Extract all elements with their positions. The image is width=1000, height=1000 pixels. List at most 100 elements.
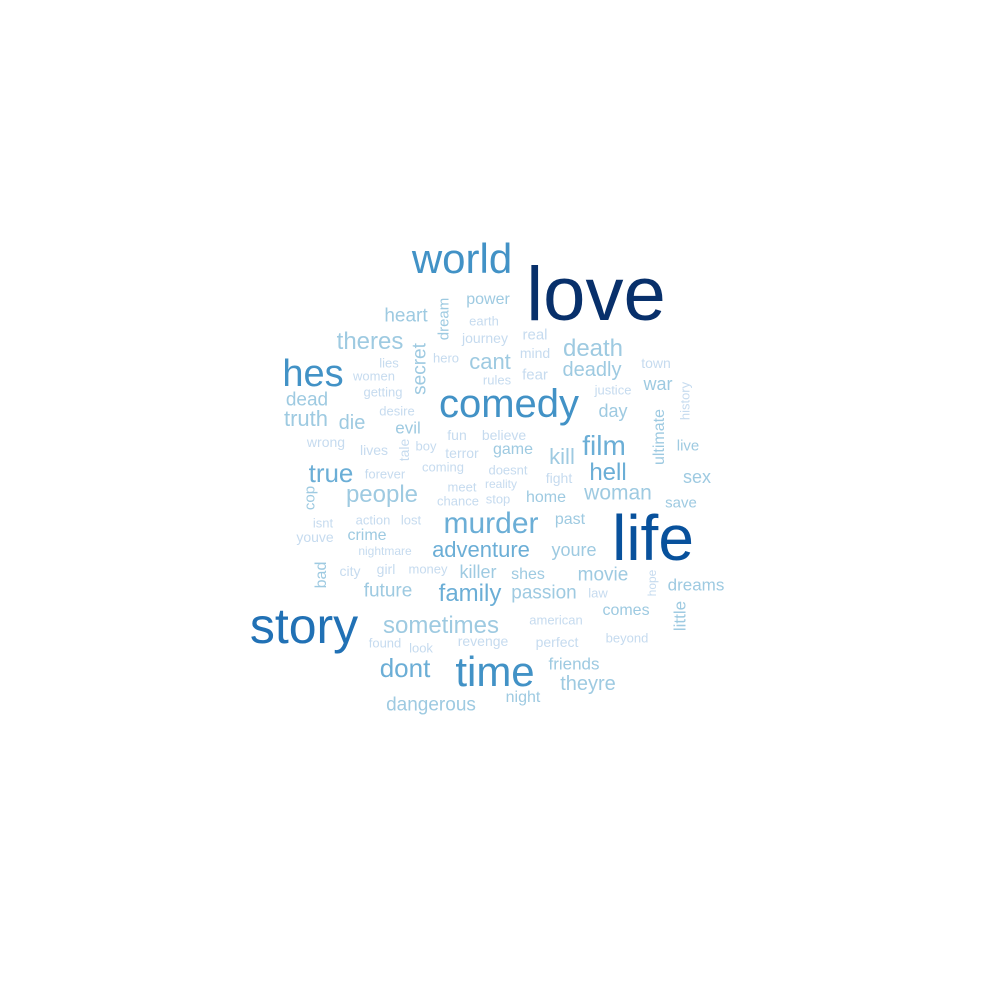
word-ultimate: ultimate — [651, 408, 668, 466]
word-chance: chance — [437, 493, 479, 509]
word-film: film — [582, 430, 626, 461]
word-save: save — [665, 494, 697, 512]
word-desire: desire — [379, 403, 415, 419]
word-love: love — [526, 252, 666, 337]
word-hes: hes — [282, 353, 344, 395]
word-terror: terror — [445, 445, 479, 461]
word-life: life — [612, 502, 694, 574]
word-family: family — [438, 580, 502, 607]
word-dont: dont — [379, 653, 431, 683]
word-forever: forever — [364, 466, 406, 482]
word-found: found — [368, 635, 402, 651]
word-coming: coming — [422, 459, 464, 475]
word-hell: hell — [589, 459, 627, 486]
word-deadly: deadly — [562, 359, 622, 381]
word-journey: journey — [462, 330, 508, 346]
word-power: power — [466, 291, 510, 308]
word-nightmare: nightmare — [358, 544, 412, 558]
word-dead: dead — [285, 389, 329, 411]
word-sex: sex — [682, 467, 712, 487]
word-lives: lives — [359, 442, 389, 458]
word-war: war — [643, 374, 673, 394]
word-live: live — [676, 437, 700, 455]
word-stop: stop — [485, 491, 511, 507]
word-dangerous: dangerous — [386, 694, 476, 716]
word-perfect: perfect — [535, 634, 579, 650]
word-lies: lies — [379, 355, 399, 371]
word-killer: killer — [459, 562, 497, 582]
word-tale: tale — [396, 438, 412, 462]
word-youre: youre — [551, 540, 597, 560]
word-crime: crime — [347, 527, 387, 544]
word-meet: meet — [447, 479, 477, 495]
word-beyond: beyond — [605, 630, 649, 646]
word-evil: evil — [395, 418, 421, 438]
word-women: women — [353, 368, 395, 384]
word-youve: youve — [296, 529, 334, 545]
word-sometimes: sometimes — [382, 612, 500, 639]
word-earth: earth — [469, 313, 499, 329]
word-town: town — [641, 355, 671, 371]
word-comedy: comedy — [438, 382, 580, 426]
word-theyre: theyre — [560, 673, 616, 695]
word-action: action — [355, 512, 391, 528]
word-little: little — [670, 600, 690, 632]
word-future: future — [363, 580, 413, 602]
word-dreams: dreams — [667, 575, 725, 595]
word-woman: woman — [584, 481, 652, 505]
word-night: night — [505, 689, 541, 706]
word-past: past — [554, 511, 586, 528]
word-dream: dream — [435, 297, 453, 341]
word-fun: fun — [447, 427, 467, 443]
word-home: home — [525, 489, 567, 506]
word-friends: friends — [548, 654, 600, 674]
word-day: day — [598, 401, 628, 421]
word-movie: movie — [577, 564, 629, 586]
word-law: law — [588, 585, 608, 601]
word-believe: believe — [481, 427, 527, 443]
word-lost: lost — [400, 512, 422, 528]
word-real: real — [522, 326, 548, 344]
word-city: city — [339, 563, 361, 579]
word-fear: fear — [522, 366, 548, 384]
word-history: history — [677, 381, 693, 421]
word-comes: comes — [602, 602, 650, 619]
word-kill: kill — [549, 444, 575, 469]
word-true: true — [308, 458, 354, 488]
word-story: story — [249, 598, 359, 654]
word-shes: shes — [511, 566, 545, 583]
word-bad: bad — [313, 561, 330, 589]
word-secret: secret — [409, 343, 431, 395]
word-fight: fight — [545, 470, 573, 486]
word-heart: heart — [384, 305, 428, 327]
word-revenge: revenge — [457, 633, 509, 649]
word-money: money — [408, 561, 448, 577]
word-game: game — [492, 441, 534, 458]
word-reality: reality — [484, 477, 518, 491]
word-girl: girl — [376, 561, 396, 577]
word-cop: cop — [301, 485, 319, 511]
word-wrong: wrong — [306, 434, 346, 450]
word-murder: murder — [443, 507, 539, 540]
word-death: death — [562, 335, 624, 362]
word-time: time — [455, 648, 535, 695]
word-world: world — [411, 235, 513, 282]
word-theres: theres — [336, 328, 404, 355]
word-rules: rules — [482, 372, 512, 388]
word-cant: cant — [469, 349, 511, 374]
word-people: people — [345, 481, 419, 508]
word-doesnt: doesnt — [488, 462, 528, 478]
word-mind: mind — [519, 345, 551, 361]
word-justice: justice — [594, 382, 632, 398]
word-getting: getting — [363, 384, 403, 400]
word-die: die — [338, 412, 366, 434]
word-isnt: isnt — [312, 515, 334, 531]
word-hope: hope — [645, 569, 659, 597]
word-adventure: adventure — [432, 537, 530, 562]
word-hero: hero — [432, 350, 460, 366]
word-american: american — [529, 612, 583, 628]
word-passion: passion — [511, 582, 577, 604]
word-boy: boy — [415, 438, 437, 454]
word-truth: truth — [283, 406, 329, 431]
